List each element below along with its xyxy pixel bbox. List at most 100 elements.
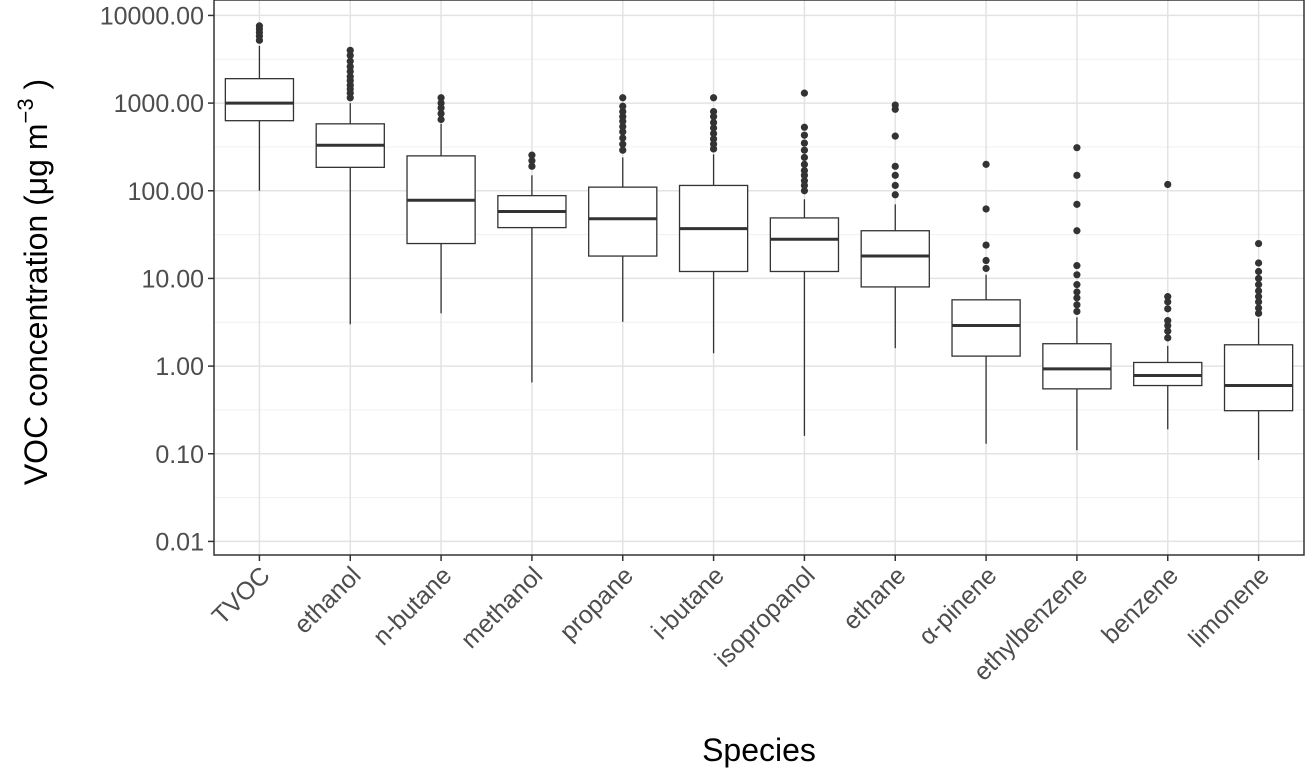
y-tick-label: 10000.00 xyxy=(100,2,204,30)
outlier-point xyxy=(709,118,718,127)
y-tick-label: 100.00 xyxy=(128,178,204,206)
outlier-point xyxy=(1164,317,1172,325)
outlier-point xyxy=(437,99,445,107)
box-6 xyxy=(678,94,749,354)
y-tick-label: 10.00 xyxy=(141,265,204,293)
x-tick-label: limonene xyxy=(1183,561,1275,653)
box-4 xyxy=(497,151,567,383)
outlier-point xyxy=(1073,171,1081,179)
outlier-point xyxy=(982,160,990,168)
box-5 xyxy=(588,94,658,322)
outlier-point xyxy=(346,57,354,65)
outlier-point xyxy=(1254,304,1263,312)
outlier-point xyxy=(1254,293,1263,301)
outlier-point xyxy=(528,151,536,159)
outlier-point xyxy=(1254,259,1263,267)
box-1 xyxy=(224,22,295,191)
outlier-point xyxy=(800,131,809,139)
outlier-point xyxy=(437,109,445,118)
outlier-point xyxy=(800,177,809,185)
outlier-point xyxy=(346,63,354,71)
x-tick-label: TVOC xyxy=(207,561,276,630)
outlier-point xyxy=(619,128,627,136)
box-iqr xyxy=(224,78,295,122)
outlier-point xyxy=(709,113,718,121)
outlier-point xyxy=(1254,267,1263,276)
outlier-point xyxy=(1254,281,1263,289)
outlier-point xyxy=(709,135,718,143)
outlier-point xyxy=(346,51,354,60)
plot-panel-background xyxy=(214,0,1304,555)
outlier-point xyxy=(800,123,809,131)
box-8 xyxy=(860,101,930,349)
outlier-point xyxy=(1164,321,1172,330)
outlier-point xyxy=(982,256,990,265)
x-tick-label: n-butane xyxy=(368,561,458,651)
y-tick-label: 1.00 xyxy=(155,353,204,381)
outlier-point xyxy=(800,146,809,154)
outlier-point xyxy=(1073,271,1081,279)
outlier-point xyxy=(346,46,354,54)
outlier-point xyxy=(800,89,809,97)
outlier-point xyxy=(982,264,990,273)
outlier-point xyxy=(1073,227,1081,235)
y-tick-label: 1000.00 xyxy=(114,90,204,118)
y-axis-title-close: ) xyxy=(18,79,54,99)
box-11 xyxy=(1133,180,1203,430)
y-axis: 0.01 0.10 1.00 10.00 100.00 1000.00 10000.00 xyxy=(100,2,214,556)
outlier-point xyxy=(891,101,899,109)
box-10 xyxy=(1042,144,1112,451)
box-2 xyxy=(315,46,385,325)
outlier-point xyxy=(619,122,627,131)
outlier-point xyxy=(1164,293,1172,301)
outlier-point xyxy=(619,134,627,142)
outlier-point xyxy=(1073,301,1081,309)
outlier-point xyxy=(1073,262,1081,270)
outlier-point xyxy=(1254,287,1263,295)
outlier-point xyxy=(800,166,809,175)
box-9 xyxy=(951,160,1021,444)
box-3 xyxy=(406,94,476,314)
outlier-point xyxy=(1254,309,1263,317)
outlier-point xyxy=(437,115,445,124)
x-tick-label: benzene xyxy=(1096,561,1184,649)
y-tick-label: 0.01 xyxy=(155,528,204,556)
box-12 xyxy=(1223,239,1294,460)
outlier-point xyxy=(1073,200,1081,208)
outlier-point xyxy=(528,157,536,165)
outlier-point xyxy=(891,171,899,179)
outlier-point xyxy=(891,132,899,140)
outlier-point xyxy=(709,129,718,138)
outlier-point xyxy=(1073,281,1081,289)
outlier-point xyxy=(982,241,990,249)
outlier-point xyxy=(437,94,445,102)
outlier-point xyxy=(709,94,718,102)
outlier-point xyxy=(528,162,536,170)
outlier-point xyxy=(1254,298,1263,306)
outlier-point xyxy=(1073,288,1081,296)
box-iqr xyxy=(1042,343,1112,390)
outlier-point xyxy=(619,140,627,148)
outlier-point xyxy=(346,73,354,81)
y-axis-title: VOC concentration (μg m−3 ) xyxy=(13,79,54,485)
box-iqr xyxy=(1133,361,1203,387)
outlier-point xyxy=(255,22,264,30)
outlier-point xyxy=(1164,305,1172,313)
y-axis-title-superscript: −3 xyxy=(13,98,38,123)
boxes xyxy=(224,22,1294,460)
y-axis-title-main: VOC concentration (μg m xyxy=(18,123,54,485)
outlier-point xyxy=(619,102,627,110)
outlier-point xyxy=(619,113,627,121)
outlier-point xyxy=(1164,298,1172,306)
outlier-point xyxy=(619,107,627,116)
outlier-point xyxy=(1254,239,1263,248)
outlier-point xyxy=(619,146,627,154)
outlier-point xyxy=(1073,294,1081,302)
box-iqr xyxy=(860,230,930,288)
x-tick-label: ethane xyxy=(838,561,912,635)
outlier-point xyxy=(800,153,809,162)
box-7 xyxy=(769,89,840,436)
outlier-point xyxy=(982,205,990,213)
